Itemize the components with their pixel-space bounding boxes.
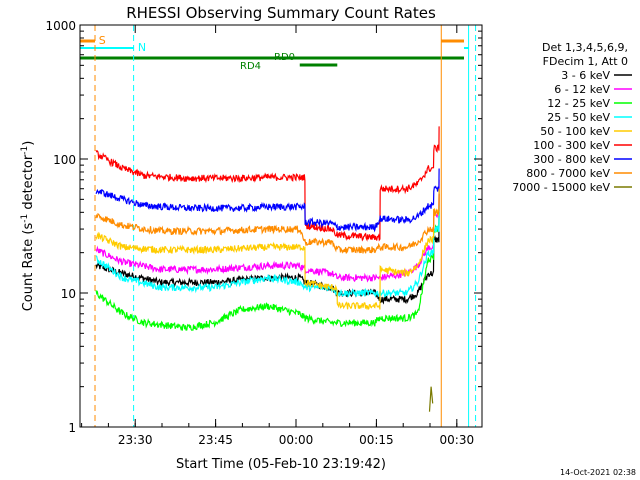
- legend-label-25-50-kev: 25 - 50 keV: [547, 111, 610, 124]
- footer-timestamp: 14-Oct-2021 02:38: [560, 468, 636, 477]
- series-line-100-300-kev: [95, 126, 440, 242]
- legend-label-800-7000-kev: 800 - 7000 keV: [526, 167, 610, 180]
- legend-label-300-800-kev: 300 - 800 keV: [533, 153, 610, 166]
- state-bar-n-label: N: [138, 41, 146, 54]
- chart-title: RHESSI Observing Summary Count Rates: [126, 4, 436, 22]
- axes-ticks: 23:30 23:45 00:00 00:15 00:30 1 10 100 1000: [45, 19, 482, 447]
- y-axis-label: Count Rate (s-1 detector-1): [20, 141, 36, 312]
- y-tick-label: 10: [61, 287, 76, 301]
- y-tick-label: 1: [68, 421, 76, 435]
- legend-header-line-2: FDecim 1, Att 0: [543, 55, 628, 68]
- x-tick-label: 00:15: [359, 433, 394, 447]
- legend-header-line-1: Det 1,3,4,5,6,9,: [542, 41, 628, 54]
- series-line-800-7000-kev: [95, 193, 440, 254]
- legend-label-50-100-kev: 50 - 100 keV: [540, 125, 610, 138]
- legend-label-100-300-kev: 100 - 300 keV: [533, 139, 610, 152]
- plot-frame: [79, 24, 483, 428]
- legend-label-12-25-kev: 12 - 25 keV: [547, 97, 610, 110]
- state-bar-rd4-label: RD4: [240, 61, 261, 72]
- series-line-25-50-kev: [95, 205, 440, 298]
- series-line-300-800-kev: [95, 168, 440, 233]
- state-bar-s-label: S: [99, 34, 106, 47]
- state-bars: S N RD0 RD4: [80, 34, 469, 72]
- series-line-7000-15000-kev: [428, 386, 434, 412]
- x-tick-label: 00:00: [279, 433, 314, 447]
- x-tick-label: 00:30: [440, 433, 475, 447]
- series-line-3-6-kev: [95, 188, 440, 305]
- y-tick-label: 100: [53, 153, 76, 167]
- legend: Det 1,3,4,5,6,9, FDecim 1, Att 0 3 - 6 k…: [512, 41, 632, 194]
- legend-label-6-12-kev: 6 - 12 keV: [554, 83, 610, 96]
- vertical-markers: [79, 25, 477, 427]
- x-tick-label: 23:30: [118, 433, 153, 447]
- y-tick-label: 1000: [45, 19, 76, 33]
- legend-label-7000-15000-kev: 7000 - 15000 keV: [512, 181, 610, 194]
- x-tick-label: 23:45: [198, 433, 233, 447]
- x-axis-label: Start Time (05-Feb-10 23:19:42): [176, 457, 386, 472]
- series-line-6-12-kev: [95, 179, 440, 283]
- series-line-50-100-kev: [95, 188, 440, 311]
- series-line-12-25-kev: [95, 212, 440, 331]
- legend-label-3-6-kev: 3 - 6 keV: [561, 69, 610, 82]
- state-bar-rd0-label: RD0: [274, 52, 295, 63]
- series-lines: [95, 126, 440, 412]
